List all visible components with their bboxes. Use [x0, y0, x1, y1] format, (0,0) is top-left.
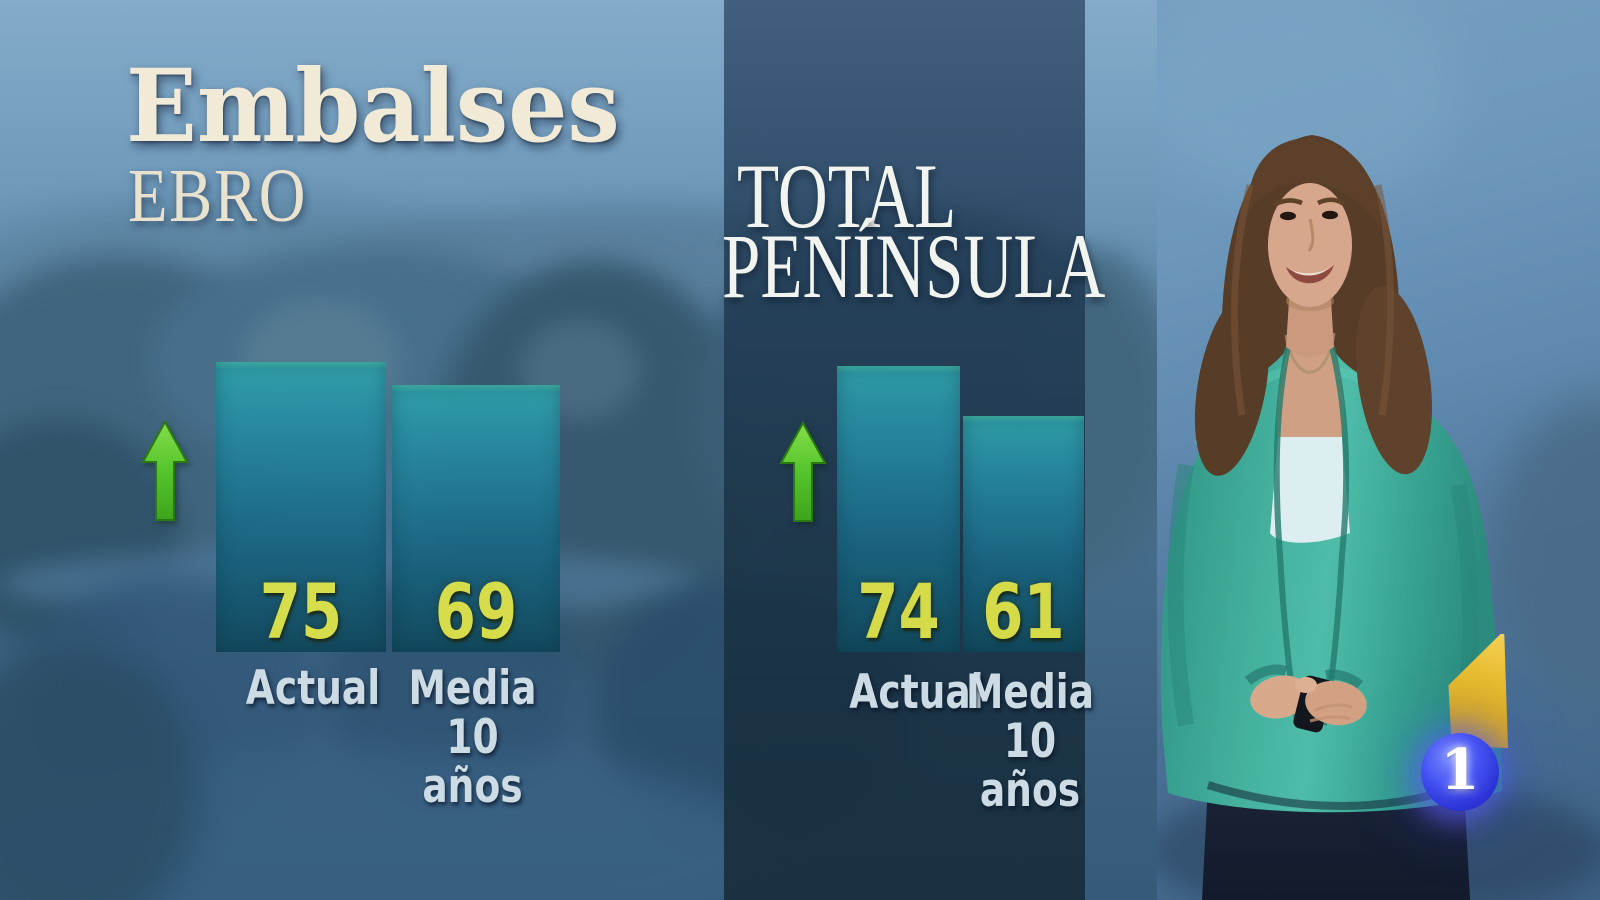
- presenter-eye: [1280, 211, 1296, 221]
- presenter-teeth: [1290, 267, 1330, 276]
- presenter-hand: [1250, 675, 1310, 719]
- presenter-thumb: [1295, 677, 1317, 693]
- presenter-camisole: [1270, 437, 1350, 543]
- chart-region-ebro: EBRO: [128, 154, 308, 238]
- bar-peninsula-media: 61: [963, 416, 1084, 652]
- presenter-lapel: [1321, 346, 1350, 726]
- presenter-trousers: [1202, 785, 1470, 900]
- bar-label-actual: Actual: [245, 664, 381, 713]
- bar-label-line: Media: [408, 661, 537, 716]
- bar-value: 75: [259, 566, 343, 656]
- presenter-eyebrow: [1272, 198, 1303, 207]
- presenter-cuff: [1325, 669, 1364, 690]
- bar-label-line: 10 años: [422, 710, 523, 814]
- presenter-hair-lock-right: [1355, 285, 1433, 475]
- presenter-eyebrow: [1316, 197, 1346, 206]
- presenter-hair-lock-left: [1194, 294, 1270, 476]
- up-arrow-icon: [779, 421, 827, 522]
- chart-title-peninsula: PENÍNSULA: [722, 215, 1106, 317]
- la1-logo-numeral: 1: [1440, 737, 1480, 803]
- bar-label-line: Actual: [849, 665, 984, 720]
- presenter-cuff: [1244, 664, 1288, 685]
- chart-title-embalses: Embalses: [126, 47, 620, 165]
- bar-ebro-actual: 75: [216, 362, 386, 652]
- bar-label-actual: Actual: [849, 665, 984, 720]
- bar-label-media: Media 10 años: [399, 664, 547, 811]
- presenter-hair-fringe: [1247, 138, 1380, 227]
- bar-value: 61: [982, 566, 1065, 656]
- presenter-mouth: [1286, 265, 1334, 284]
- la1-channel-logo: 1: [1421, 733, 1499, 811]
- bar-label-line: Media: [965, 665, 1095, 720]
- bar-label-line: Actual: [245, 661, 381, 716]
- presenter-hair-highlight: [1374, 184, 1395, 416]
- bar-peninsula-actual: 74: [837, 366, 960, 652]
- presenter-nose: [1307, 218, 1315, 252]
- bar-ebro-media: 69: [392, 385, 560, 652]
- presenter-chest-skin: [1277, 347, 1344, 437]
- bar-label-line: 10 años: [979, 714, 1081, 818]
- presenter-finger-lines: [1309, 703, 1353, 723]
- presenter-figure: [1160, 135, 1502, 900]
- presenter-eye: [1322, 210, 1338, 220]
- bar-value: 69: [434, 566, 518, 656]
- presenter-hair-highlight: [1230, 184, 1254, 416]
- bar-value: 74: [857, 566, 940, 656]
- up-arrow-icon: [141, 420, 189, 521]
- presenter-arm-shadow: [1167, 463, 1194, 727]
- presenter-hand: [1305, 680, 1367, 726]
- bar-label-media: Media 10 años: [962, 668, 1098, 815]
- chart-title-total: TOTAL: [737, 145, 957, 247]
